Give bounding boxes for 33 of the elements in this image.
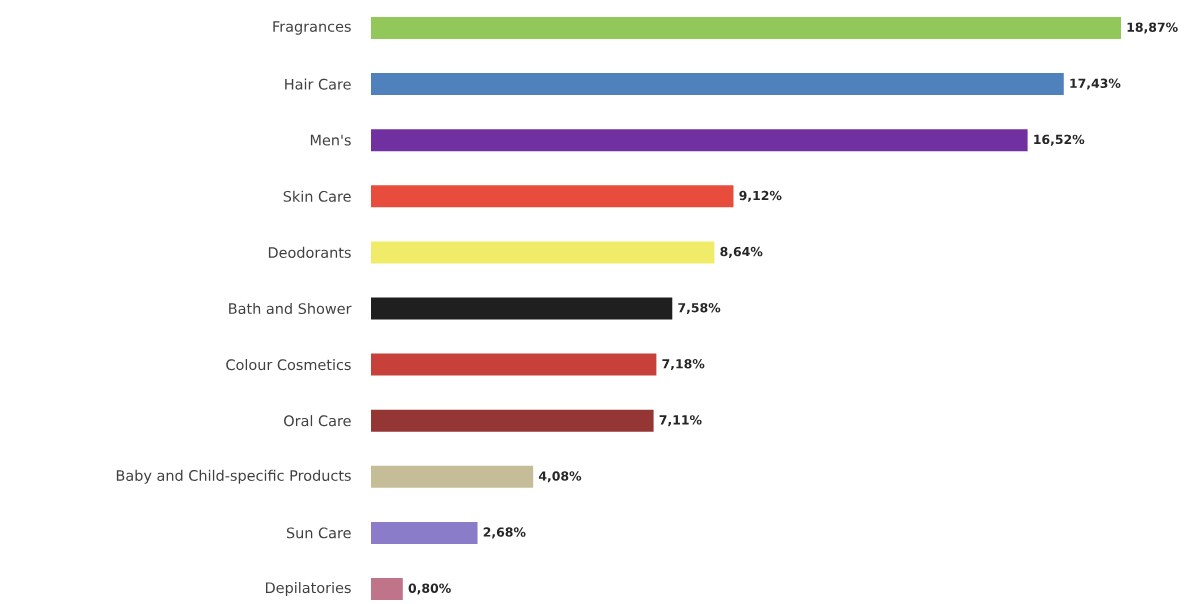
y-tick-label: Oral Care [284, 415, 351, 427]
y-tick-label: Skin Care [283, 190, 351, 202]
y-tick-label: Depilatories [265, 581, 351, 596]
bar [371, 465, 534, 488]
bar [371, 73, 1064, 96]
data-label: 0,80% [408, 583, 451, 595]
bar [371, 241, 715, 264]
data-label: 17,43% [1070, 78, 1121, 90]
data-label: 16,52% [1034, 134, 1085, 146]
y-tick-label: Sun Care [286, 527, 351, 539]
y-tick-label: Deodorants [268, 246, 351, 258]
data-label: 18,87% [1127, 22, 1178, 34]
y-tick-label: Fragrances [273, 21, 351, 35]
bar [371, 521, 478, 544]
y-tick-label: Colour Cosmetics [226, 358, 351, 371]
y-tick-label: Bath and Shower [229, 302, 352, 315]
bar [371, 129, 1028, 152]
data-label: 4,08% [538, 471, 582, 483]
data-label: 9,12% [739, 190, 782, 202]
y-tick-label: Baby and Child-specific Products [116, 469, 351, 484]
data-label: 7,11% [659, 415, 702, 427]
y-tick-label: Men's [310, 134, 351, 146]
data-label: 2,68% [483, 527, 526, 539]
data-label: 7,58% [678, 302, 721, 314]
bar [371, 353, 657, 376]
bar [371, 409, 654, 432]
bar [371, 297, 673, 320]
data-label: 7,18% [662, 359, 705, 371]
data-label: 8,64% [720, 246, 763, 258]
y-tick-label: Hair Care [285, 78, 351, 90]
bar [371, 16, 1122, 39]
bar [371, 185, 734, 208]
bar [371, 577, 403, 600]
